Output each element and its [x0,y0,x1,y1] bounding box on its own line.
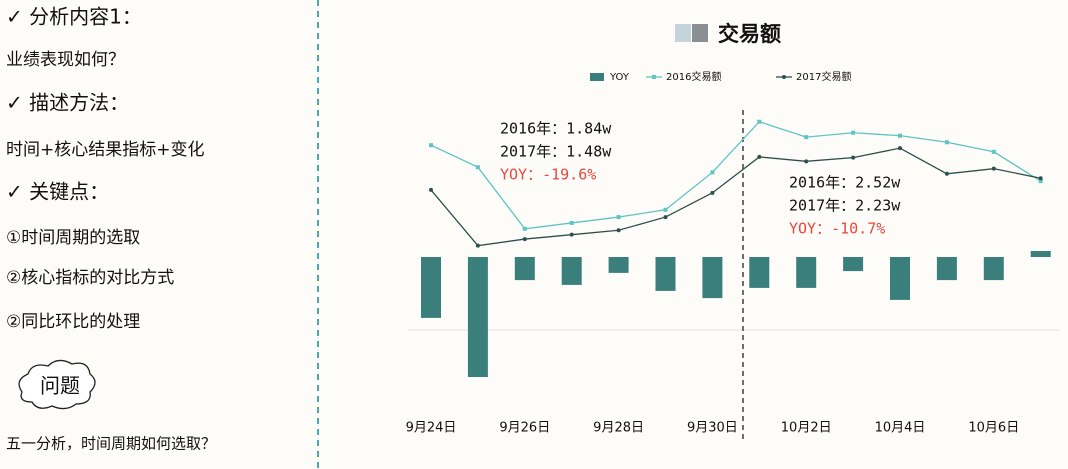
x-tick-label: 9月24日 [406,421,457,436]
marker [944,140,949,145]
legend-label: YOY [609,72,630,83]
panel-item: ✓ 关键点： [6,180,109,204]
blurred-prefix [692,24,708,42]
marker [1038,179,1043,184]
blurred-prefix [675,24,691,42]
bar [983,257,1004,281]
x-tick-label: 9月26日 [499,421,550,436]
marker [757,119,762,124]
marker [991,166,996,171]
panel-item: 业绩表现如何？ [6,50,125,70]
panel-item: ②同比环比的处理 [6,312,140,332]
marker [804,135,809,140]
annotation: YOY：-10.7% [789,220,885,238]
marker [991,149,996,154]
legend-label: 2016交易额 [666,70,721,83]
marker [898,146,902,151]
bar [561,257,582,285]
marker [944,171,949,176]
x-tick-label: 10月6日 [968,421,1019,436]
marker [475,165,480,170]
marker [569,232,574,237]
line [430,147,1041,247]
marker [757,154,762,159]
bubble-cloud [18,359,96,410]
legend-label: 2017交易额 [796,70,851,83]
marker [663,215,668,220]
marker [475,243,480,248]
bar [936,257,957,281]
marker [663,207,668,212]
annotation: YOY：-19.6% [500,166,596,184]
bubble-label: 问题 [40,374,80,398]
annotation: 2017年：1.48w [500,143,612,161]
bar [608,257,629,273]
bar [467,257,488,377]
annotation: 2017年：2.23w [789,197,901,215]
legend-swatch [590,73,604,81]
marker [522,237,527,242]
marker [429,187,433,192]
panel-item: 时间+核心结果指标+变化 [6,140,205,160]
x-tick-label: 10月2日 [781,421,832,436]
marker [851,155,856,160]
marker [898,133,902,138]
marker [710,190,715,195]
legend-swatch [652,75,656,79]
marker [710,170,715,175]
bar [749,257,770,288]
marker [851,130,856,135]
panel-item: ✓ 分析内容1： [6,5,142,29]
line [430,120,1042,230]
marker [804,159,809,164]
bar [890,257,910,300]
marker [522,226,527,231]
bar [421,257,441,318]
marker [569,220,574,225]
panel-item: ①时间周期的选取 [6,228,140,248]
bar [796,257,817,288]
marker [616,215,621,220]
question: 五一分析，时间周期如何选取？ [6,435,216,453]
bar [514,257,535,281]
annotation: 2016年：1.84w [500,120,612,138]
marker [429,143,433,148]
marker [1038,176,1043,181]
panel-item: ✓ 描述方法： [6,91,129,115]
bar [702,257,723,299]
chart-title: 交易额 [718,22,781,46]
x-tick-label: 9月28日 [593,421,644,436]
panel-item: ②核心指标的对比方式 [6,268,174,288]
bar [843,257,864,272]
x-tick-label: 9月30日 [687,421,738,436]
marker [616,228,621,233]
annotation: 2016年：2.52w [789,174,901,192]
legend-swatch [782,75,786,79]
bar [655,257,676,291]
x-tick-label: 10月4日 [875,421,926,436]
bar [1030,251,1051,257]
